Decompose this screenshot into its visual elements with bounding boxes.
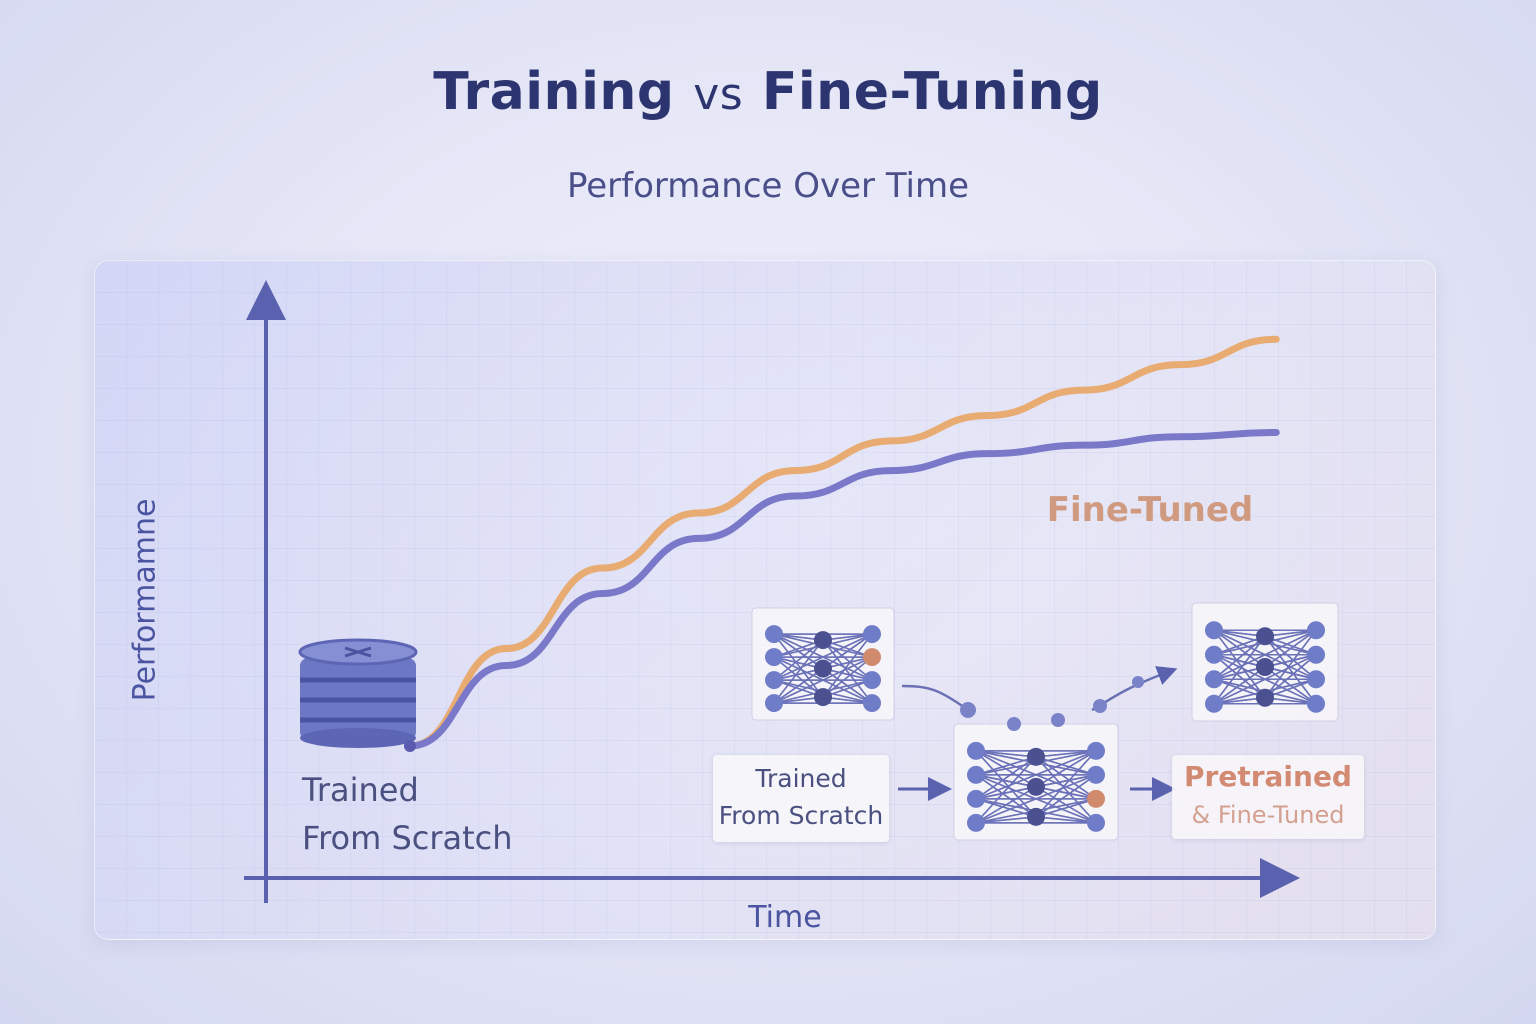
title-vs: vs xyxy=(693,69,744,120)
database-icon xyxy=(298,638,418,748)
start-point xyxy=(404,740,416,752)
series-line-fine-tuned xyxy=(406,335,1280,750)
neural-network-icon xyxy=(953,723,1119,841)
flow-box-scratch: Trained From Scratch xyxy=(713,755,889,842)
path-node xyxy=(960,702,976,718)
neural-network-icon xyxy=(751,607,895,721)
path-node xyxy=(1007,717,1021,731)
flow-scratch-line1: Trained xyxy=(755,764,847,793)
series-layer xyxy=(406,335,1280,750)
path-node xyxy=(1093,699,1107,713)
series-line-series-2 xyxy=(406,428,1280,750)
start-annotation: Trained From Scratch xyxy=(302,766,562,862)
title-part-a: Training xyxy=(433,62,675,122)
flow-box-pretrained: Pretrained & Fine-Tuned xyxy=(1172,755,1364,839)
flow-pre-line1: Pretrained xyxy=(1184,760,1352,793)
series-label-fine-tuned: Fine-Tuned xyxy=(1046,490,1254,530)
neural-network-icon xyxy=(1191,602,1339,722)
chart-subtitle: Performance Over Time xyxy=(566,166,970,206)
chart-title: Training vs Fine-Tuning xyxy=(0,62,1536,122)
flow-scratch-line2: From Scratch xyxy=(718,801,884,830)
path-node xyxy=(1051,713,1065,727)
title-part-b: Fine-Tuning xyxy=(761,62,1103,122)
transition-path xyxy=(901,672,1168,712)
start-annotation-line1: Trained xyxy=(302,771,419,809)
start-annotation-line2: From Scratch xyxy=(302,819,513,857)
y-axis-label: Performamne xyxy=(127,498,163,702)
flow-pre-line2: & Fine-Tuned xyxy=(1191,801,1345,829)
path-node xyxy=(1132,676,1144,688)
x-axis-label: Time xyxy=(748,900,822,935)
